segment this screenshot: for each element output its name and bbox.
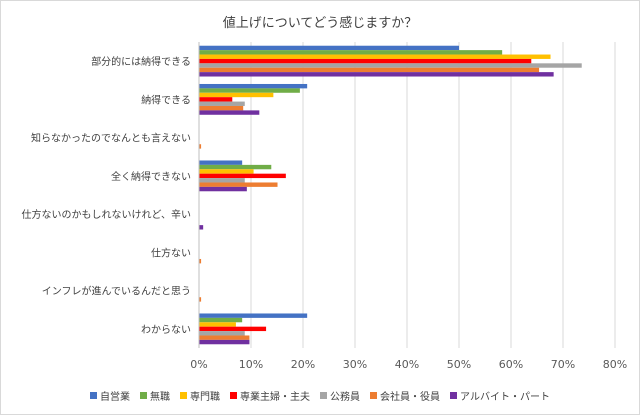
- bar: [199, 173, 286, 179]
- legend-label: 公務員: [330, 392, 361, 403]
- category-label: 部分的には納得できる: [91, 55, 191, 68]
- bar: [199, 101, 245, 106]
- bar: [199, 182, 278, 187]
- bar: [199, 67, 540, 73]
- bar: [199, 331, 245, 336]
- legend-item: 専門職: [180, 388, 220, 403]
- legend-label: 専業主婦・主夫: [240, 392, 311, 403]
- category-label: 納得できる: [141, 93, 191, 106]
- x-tick-label: 20%: [291, 358, 315, 371]
- legend-item: 無職: [140, 388, 170, 403]
- x-tick-label: 0%: [190, 358, 207, 371]
- legend-item: アルバイト・パート: [450, 388, 550, 403]
- bar: [199, 225, 204, 230]
- x-tick-label: 40%: [395, 358, 419, 371]
- bar: [199, 92, 274, 98]
- x-tick-label: 80%: [603, 358, 627, 371]
- bar: [199, 186, 247, 192]
- category-label: わからない: [141, 324, 191, 336]
- bar: [199, 322, 236, 327]
- bar: [199, 164, 272, 170]
- legend-label: 会社員・役員: [380, 392, 441, 403]
- bar: [199, 169, 254, 174]
- legend-swatch: [140, 392, 148, 399]
- legend-item: 自営業: [90, 388, 130, 403]
- bar: [199, 335, 250, 340]
- bar: [199, 83, 308, 89]
- bar: [199, 97, 233, 102]
- category-label: 知らなかったのでなんとも言えない: [31, 132, 191, 145]
- legend-label: 無職: [150, 392, 171, 403]
- bar: [199, 50, 503, 55]
- bar: [199, 297, 202, 302]
- legend-swatch: [90, 392, 98, 399]
- bar: [199, 160, 243, 165]
- x-tick-label: 30%: [343, 358, 367, 371]
- legend-swatch: [320, 392, 328, 399]
- legend-item: 専業主婦・主夫: [230, 388, 310, 403]
- legend-label: 専門職: [190, 392, 221, 403]
- x-tick-label: 10%: [239, 358, 263, 371]
- category-label: インフレが進んでいるんだと思う: [42, 285, 191, 298]
- bar: [199, 110, 260, 115]
- bar: [199, 178, 245, 183]
- bar: [199, 54, 551, 59]
- chart-legend: 自営業 無職 専門職 専業主婦・主夫 公務員 会社員・役員 アルバイト・パート: [0, 388, 640, 403]
- category-label: 全く納得できない: [111, 170, 191, 183]
- x-tick-label: 60%: [499, 358, 523, 371]
- legend-swatch: [450, 392, 458, 399]
- bar: [199, 63, 582, 68]
- x-tick-label: 50%: [447, 358, 471, 371]
- bar: [199, 88, 300, 93]
- legend-label: アルバイト・パート: [460, 392, 550, 403]
- bar: [199, 144, 202, 149]
- bar: [199, 258, 202, 264]
- bar: [199, 58, 532, 64]
- x-tick-label: 70%: [551, 358, 575, 371]
- bar: [199, 326, 267, 332]
- bar: [199, 45, 459, 51]
- legend-swatch: [180, 392, 188, 399]
- category-label: 仕方ないのかもしれないけれど、辛い: [22, 208, 192, 221]
- category-label: 仕方ない: [151, 246, 191, 259]
- chart-title: 値上げについてどう感じますか？: [222, 16, 418, 31]
- bar: [199, 339, 250, 345]
- bar: [199, 105, 244, 111]
- legend-item: 公務員: [320, 388, 360, 403]
- legend-swatch: [370, 392, 378, 399]
- legend-swatch: [230, 392, 238, 399]
- bar: [199, 313, 308, 318]
- legend-item: 会社員・役員: [370, 388, 440, 403]
- bar: [199, 72, 554, 77]
- legend-label: 自営業: [100, 392, 131, 403]
- bar: [199, 317, 243, 323]
